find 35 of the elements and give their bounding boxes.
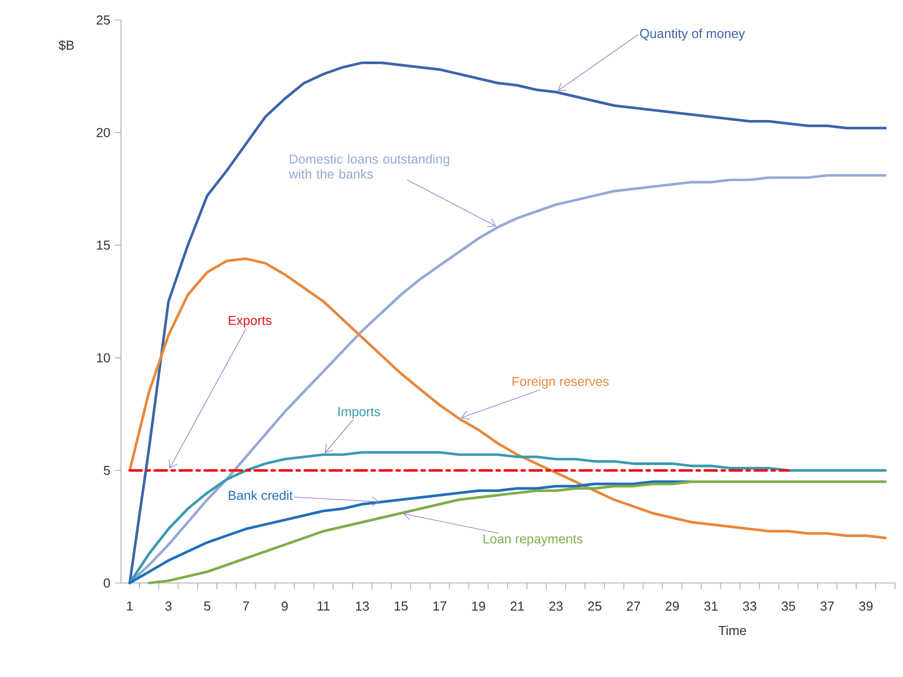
x-tick-label: 27: [626, 602, 640, 611]
text: Imports: [338, 407, 380, 419]
x-tick-label: 7: [243, 602, 249, 610]
text: Exports: [228, 316, 272, 328]
x-tick-label: 33: [742, 602, 756, 611]
x-tick-label: 29: [666, 602, 679, 611]
x-tick-label: 21: [510, 602, 524, 611]
x-tick-label: 37: [820, 602, 834, 611]
y-tick-label: 0: [104, 578, 110, 588]
x-axis-title: Time: [718, 626, 746, 636]
text: Foreign reserves: [512, 376, 609, 389]
y-tick-label: 20: [96, 128, 110, 138]
x-tick-label: 1: [127, 602, 133, 610]
x-tick-label: 39: [859, 602, 873, 611]
x-tick-label: 31: [704, 602, 718, 611]
y-tick-label: 10: [96, 353, 110, 362]
series-label: Bank credit: [228, 490, 293, 500]
x-tick-label: 15: [394, 602, 408, 611]
x-tick-label: 25: [588, 602, 602, 611]
y-axis-title: $B: [58, 40, 74, 51]
y-tick-label: 5: [104, 466, 110, 475]
x-tick-label: 9: [282, 602, 288, 611]
y-tick-label: 25: [96, 15, 110, 25]
x-tick-label: 17: [433, 602, 446, 610]
x-tick-label: 3: [165, 602, 172, 611]
x-tick-label: 5: [204, 602, 210, 611]
y-tick-label: 15: [96, 240, 110, 250]
x-tick-label: 11: [318, 602, 330, 610]
x-tick-label: 13: [356, 602, 369, 611]
text: Quantity of money: [640, 28, 745, 41]
x-tick-label: 19: [472, 602, 486, 611]
text: Loan repayments: [484, 534, 583, 546]
x-tick-label: 35: [782, 602, 796, 611]
text: Domestic loans outstanding with the banks: [288, 154, 450, 179]
x-tick-label: 23: [549, 602, 563, 611]
